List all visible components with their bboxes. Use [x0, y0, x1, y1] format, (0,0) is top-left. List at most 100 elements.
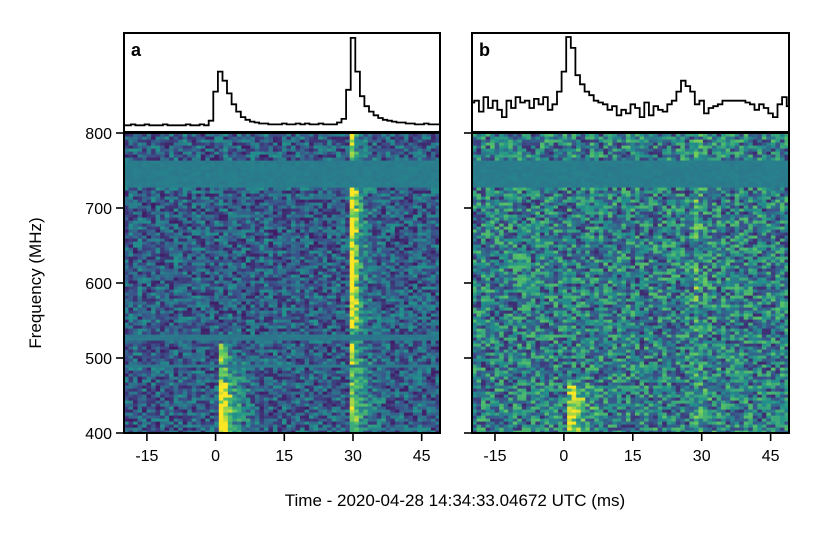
heatmap-cell	[394, 355, 400, 359]
heatmap-cell	[259, 367, 265, 371]
heatmap-cell	[250, 328, 256, 332]
heatmap-cell	[331, 418, 337, 422]
heatmap-cell	[363, 259, 369, 263]
heatmap-cell	[412, 370, 419, 374]
heatmap-cell	[318, 277, 324, 281]
heatmap-cell	[268, 427, 274, 431]
heatmap-cell	[426, 358, 432, 362]
heatmap-cell	[408, 292, 414, 296]
heatmap-cell	[218, 316, 224, 320]
heatmap-cell	[218, 406, 224, 410]
heatmap-cell	[322, 412, 328, 416]
heatmap-cell	[146, 355, 152, 359]
heatmap-cell	[390, 406, 396, 410]
heatmap-cell	[421, 427, 428, 431]
heatmap-cell	[128, 418, 134, 422]
heatmap-cell	[236, 271, 242, 275]
heatmap-cell	[403, 388, 409, 392]
heatmap-cell	[358, 340, 364, 344]
heatmap-cell	[349, 367, 355, 371]
heatmap-cell	[232, 427, 238, 431]
heatmap-cell	[169, 283, 175, 287]
heatmap-cell	[250, 430, 256, 434]
heatmap-cell	[313, 328, 319, 332]
heatmap-cell	[196, 418, 202, 422]
heatmap-cell	[259, 328, 265, 332]
heatmap-cell	[259, 430, 265, 434]
heatmap-cell	[313, 403, 319, 407]
heatmap-cell	[403, 379, 409, 383]
heatmap-cell	[309, 391, 315, 395]
heatmap-cell	[137, 346, 143, 350]
heatmap-cell	[146, 331, 152, 335]
heatmap-cell	[173, 367, 179, 371]
heatmap-cell	[187, 403, 193, 407]
heatmap-cell	[146, 346, 152, 350]
heatmap-cell	[313, 313, 319, 317]
heatmap-cell	[178, 310, 184, 314]
heatmap-cell	[358, 391, 364, 395]
heatmap-cell	[151, 373, 157, 377]
heatmap-cell	[349, 343, 355, 347]
heatmap-cell	[313, 424, 319, 428]
heatmap-cell	[340, 298, 346, 302]
heatmap-cell	[322, 346, 328, 350]
heatmap-cell	[209, 379, 215, 383]
heatmap-cell	[223, 412, 229, 416]
heatmap-cell	[191, 409, 197, 413]
heatmap-cell	[304, 376, 310, 380]
heatmap-cell	[426, 256, 432, 260]
heatmap-cell	[408, 409, 414, 413]
heatmap-cell	[300, 274, 306, 278]
heatmap-cell	[340, 253, 346, 257]
heatmap-cell	[345, 364, 351, 368]
heatmap-cell	[282, 262, 288, 266]
heatmap-cell	[295, 373, 301, 377]
heatmap-cell	[358, 367, 364, 371]
heatmap-cell	[223, 421, 229, 425]
heatmap-cell	[124, 355, 130, 359]
heatmap-cell	[155, 340, 161, 344]
heatmap-cell	[282, 289, 288, 293]
heatmap-cell	[146, 334, 152, 338]
heatmap-cell	[403, 304, 409, 308]
heatmap-cell	[178, 355, 184, 359]
heatmap-cell	[245, 283, 251, 287]
heatmap-cell	[295, 376, 301, 380]
heatmap-cell	[390, 301, 396, 305]
heatmap-cell	[291, 349, 297, 353]
heatmap-cell	[137, 268, 143, 272]
heatmap-cell	[272, 334, 279, 338]
heatmap-cell	[146, 403, 152, 407]
heatmap-cell	[254, 247, 261, 251]
heatmap-cell	[426, 331, 432, 335]
heatmap-cell	[232, 418, 238, 422]
heatmap-cell	[349, 259, 355, 263]
heatmap-cell	[336, 337, 342, 341]
heatmap-cell	[160, 340, 166, 344]
heatmap-cell	[124, 247, 130, 251]
panel-a-profile: a	[123, 32, 441, 133]
heatmap-cell	[291, 262, 297, 266]
heatmap-cell	[155, 304, 161, 308]
heatmap-cell	[322, 322, 328, 326]
heatmap-cell	[385, 331, 391, 335]
heatmap-cell	[142, 364, 148, 368]
heatmap-cell	[336, 352, 342, 356]
heatmap-cell	[304, 271, 310, 275]
heatmap-cell	[358, 316, 364, 320]
heatmap-cell	[291, 325, 297, 329]
heatmap-cell	[318, 271, 324, 275]
heatmap-cell	[169, 427, 175, 431]
heatmap-cell	[259, 340, 265, 344]
heatmap-cell	[318, 346, 324, 350]
heatmap-cell	[300, 346, 306, 350]
heatmap-cell	[385, 256, 391, 260]
heatmap-cell	[268, 256, 274, 260]
heatmap-cell	[178, 316, 184, 320]
heatmap-cell	[259, 379, 265, 383]
heatmap-cell	[282, 265, 288, 269]
heatmap-cell	[336, 307, 342, 311]
heatmap-cell	[417, 337, 423, 341]
heatmap-cell	[313, 271, 319, 275]
